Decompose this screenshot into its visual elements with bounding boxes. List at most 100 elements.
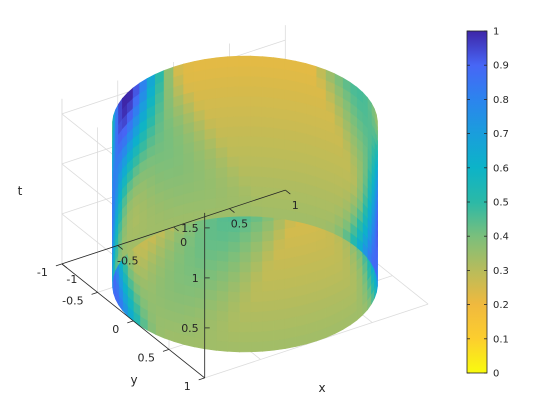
surface-patch bbox=[227, 125, 240, 138]
surface-patch bbox=[227, 165, 240, 178]
surface-patch bbox=[250, 155, 263, 167]
surface-patch bbox=[250, 290, 263, 303]
surface-patch bbox=[261, 146, 274, 158]
surface-patch bbox=[250, 340, 263, 353]
surface-patch bbox=[227, 291, 240, 303]
surface-patch bbox=[273, 248, 286, 261]
surface-patch bbox=[273, 87, 286, 100]
surface-patch bbox=[239, 321, 252, 333]
surface-patch bbox=[227, 85, 240, 98]
z-tick-label: 0.5 bbox=[181, 322, 199, 335]
surface-patch bbox=[205, 338, 217, 351]
surface-patch bbox=[273, 117, 286, 130]
surface-patch bbox=[205, 238, 217, 251]
surface-patch bbox=[273, 288, 286, 301]
surface-patch bbox=[204, 117, 217, 130]
surface-patch bbox=[204, 127, 217, 140]
surface-patch bbox=[204, 107, 217, 120]
surface-patch bbox=[215, 186, 228, 199]
surface-patch bbox=[205, 278, 217, 291]
surface-patch bbox=[261, 66, 274, 78]
y-tick-label: -1 bbox=[37, 266, 48, 279]
surface-patch bbox=[239, 231, 252, 243]
surface-patch bbox=[238, 95, 251, 107]
surface-patch bbox=[261, 196, 274, 208]
surface-patch bbox=[227, 65, 240, 78]
surface-patch bbox=[227, 185, 240, 198]
surface-patch bbox=[204, 87, 217, 100]
surface-patch bbox=[273, 137, 286, 150]
colorbar-tick-label: 0.3 bbox=[493, 266, 509, 277]
colorbar-tick-label: 0.8 bbox=[493, 95, 509, 106]
surface-patch bbox=[216, 240, 229, 252]
x-tick-label: -0.5 bbox=[117, 254, 138, 267]
surface-patch bbox=[261, 156, 274, 168]
surface-patch bbox=[205, 288, 217, 301]
surface-patch bbox=[250, 55, 263, 67]
surface-patch bbox=[204, 77, 217, 90]
surface-patch bbox=[215, 176, 228, 189]
surface-patch bbox=[250, 280, 263, 293]
surface-patch bbox=[238, 65, 251, 77]
surface-patch bbox=[238, 125, 251, 137]
z-tick-labels: 0.5 1 1.5 bbox=[181, 222, 210, 335]
surface-patch bbox=[250, 205, 263, 217]
surface-patch bbox=[227, 281, 240, 293]
colorbar-tick-label: 0.1 bbox=[493, 334, 509, 345]
surface-patch bbox=[204, 167, 217, 180]
surface-patch bbox=[227, 75, 240, 88]
surface-patch bbox=[227, 341, 240, 353]
surface-patch bbox=[205, 258, 217, 271]
surface-patch bbox=[227, 95, 240, 108]
surface-patch bbox=[273, 318, 286, 331]
colorbar-tick-label: 0.9 bbox=[493, 61, 509, 72]
surface-patch bbox=[250, 165, 263, 177]
colorbar-tick-label: 0.5 bbox=[493, 198, 509, 209]
surface-patch bbox=[262, 279, 275, 292]
surface-patch bbox=[273, 127, 286, 140]
surface-patch bbox=[238, 185, 251, 197]
surface-patch bbox=[227, 301, 240, 313]
surface-patch bbox=[238, 205, 251, 217]
surface-patch bbox=[261, 116, 274, 128]
surface-patch bbox=[250, 105, 263, 117]
surface-patch bbox=[250, 250, 263, 263]
surface-patch bbox=[250, 125, 263, 137]
surface-patch bbox=[204, 197, 217, 210]
surface-patch bbox=[204, 177, 217, 190]
surface-patch bbox=[261, 136, 274, 148]
surface-patch bbox=[250, 175, 263, 187]
surface-patch bbox=[273, 177, 286, 190]
surface-patch bbox=[262, 259, 275, 272]
surface-patch bbox=[273, 338, 286, 351]
surface-patch bbox=[238, 165, 251, 177]
surface-patch bbox=[216, 250, 229, 262]
surface-patch bbox=[273, 67, 286, 80]
surface-patch bbox=[273, 167, 286, 180]
surface-patch bbox=[273, 107, 286, 120]
surface-patch bbox=[205, 268, 217, 281]
surface-patch bbox=[250, 85, 263, 97]
surface-patch bbox=[262, 299, 275, 312]
surface-patch bbox=[239, 261, 252, 273]
surface-patch bbox=[204, 137, 217, 150]
surface-patch bbox=[227, 175, 240, 188]
surface-patch bbox=[250, 230, 263, 243]
surface-patch bbox=[261, 206, 274, 218]
x-tick-label: -1 bbox=[66, 273, 77, 286]
surface-patch bbox=[273, 258, 286, 271]
surface-patch bbox=[238, 145, 251, 157]
surface-patch bbox=[227, 251, 240, 263]
surface-patch bbox=[227, 155, 240, 168]
y-tick-label: 0.5 bbox=[138, 351, 156, 364]
x-tick-label: 1 bbox=[292, 199, 299, 212]
surface-patch bbox=[227, 261, 240, 273]
surface-patch bbox=[216, 220, 229, 232]
surface-patch bbox=[250, 95, 263, 107]
surface-patch bbox=[250, 240, 263, 253]
surface-patch bbox=[183, 61, 195, 75]
surface-patch bbox=[273, 228, 286, 241]
z-tick-label: 1 bbox=[192, 272, 199, 285]
cylinder-surface bbox=[112, 55, 378, 353]
